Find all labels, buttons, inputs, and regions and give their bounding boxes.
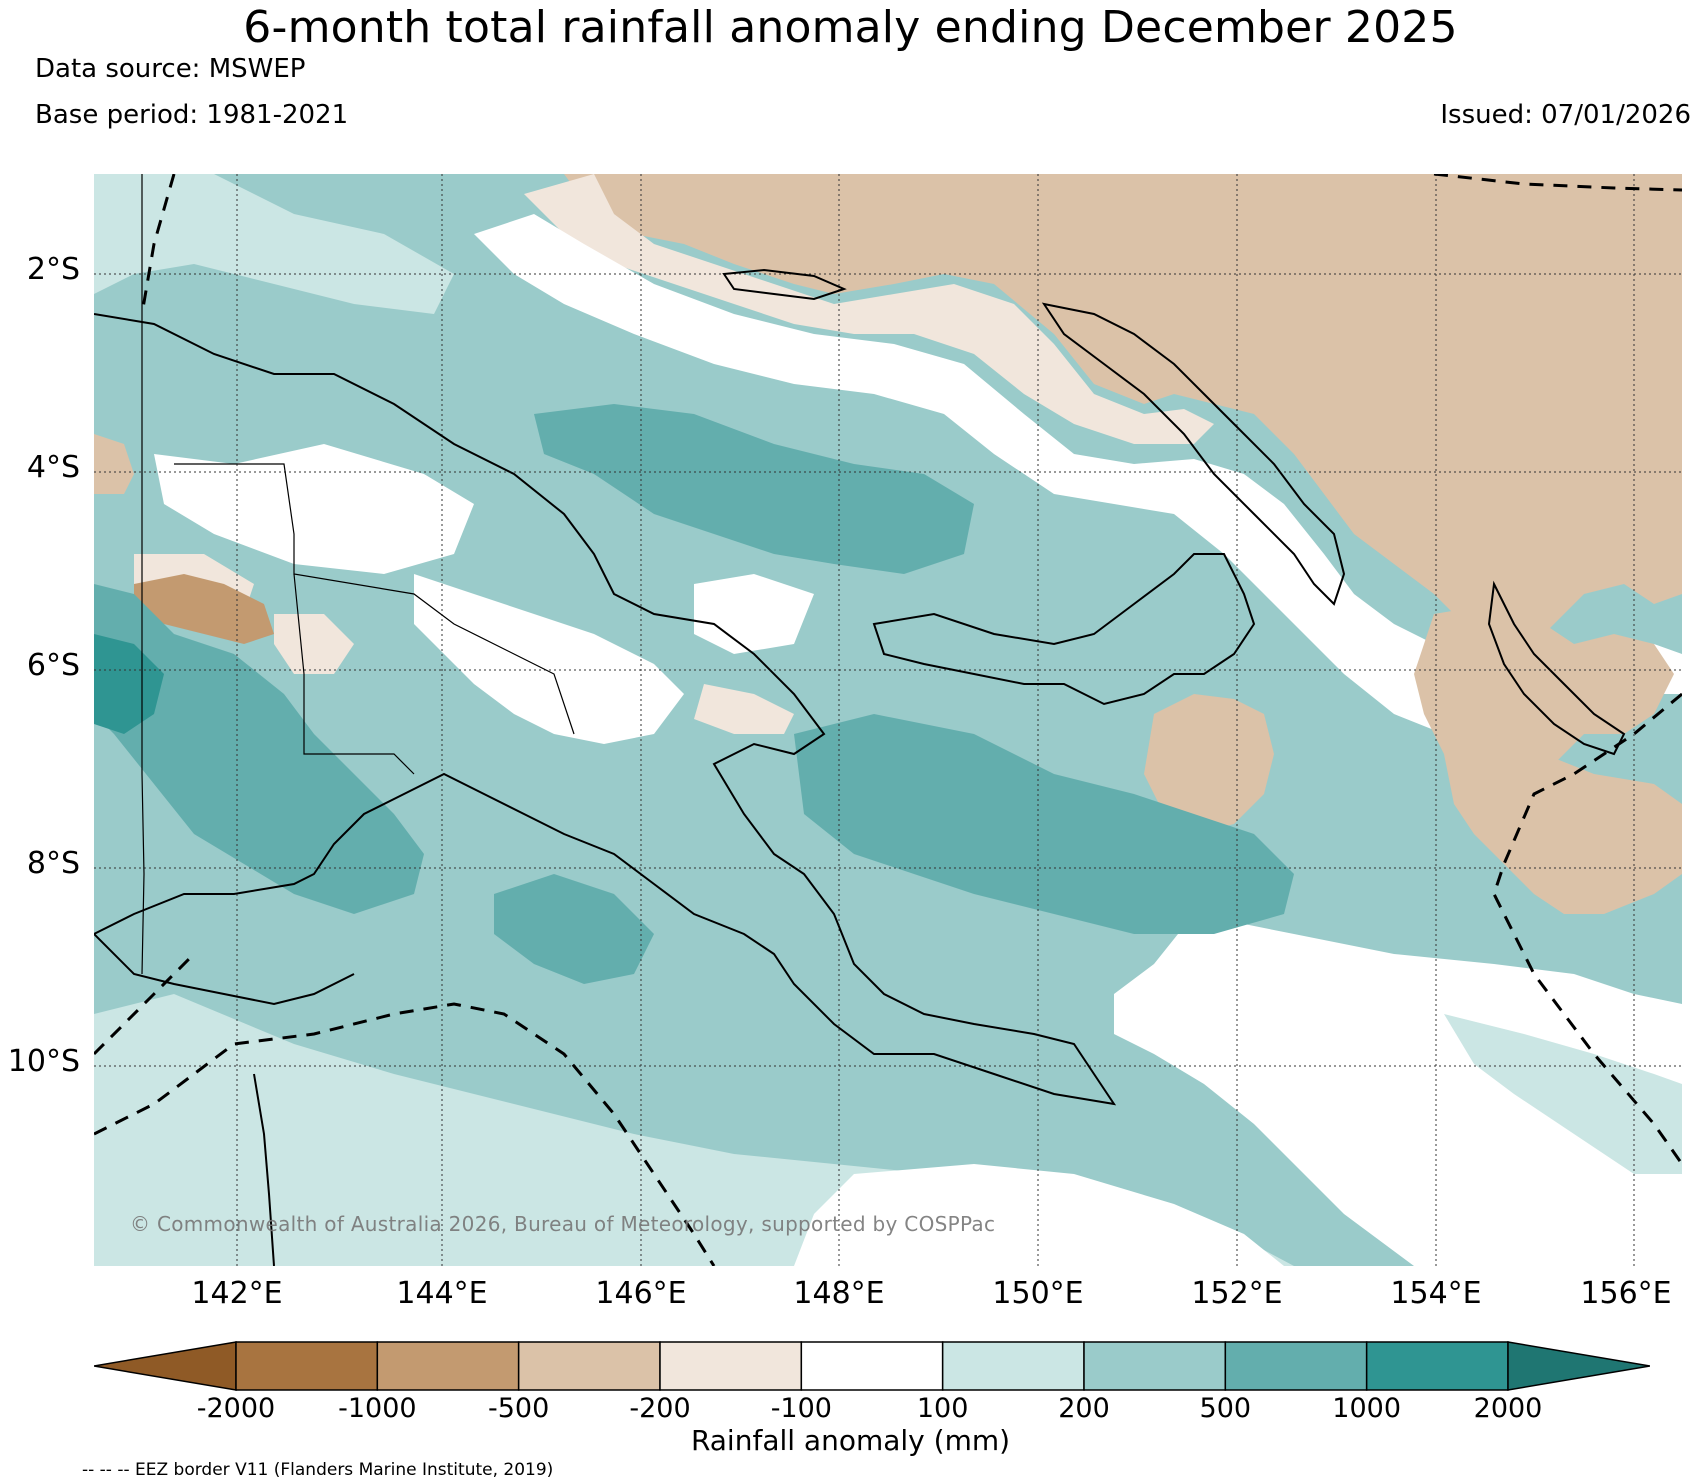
colorbar-segment <box>376 1341 520 1391</box>
colorbar-tick-label: -2000 <box>196 1393 276 1424</box>
coastline-torres-strait <box>94 933 355 1006</box>
neutral-south-east <box>1114 914 1682 1266</box>
colorbar-tick-label: 500 <box>1199 1393 1252 1424</box>
wet-core-south <box>494 874 654 984</box>
lat-label-10s: 10°S <box>7 1044 80 1079</box>
dry-region-new-britain <box>1144 694 1274 834</box>
colorbar <box>94 1341 1650 1391</box>
page-title: 6-month total rainfall anomaly ending De… <box>243 2 1458 53</box>
border-lines <box>141 174 575 975</box>
coastlines <box>94 268 1626 1266</box>
lat-label-4s: 4°S <box>26 450 80 485</box>
colorbar-tick-label: 1000 <box>1332 1393 1402 1424</box>
dry-patch-west <box>94 434 134 494</box>
copyright-notice: © Commonwealth of Australia 2026, Bureau… <box>130 1212 996 1236</box>
coastline-cape-york <box>253 1073 275 1266</box>
lon-label-154e: 154°E <box>1390 1276 1482 1311</box>
colorbar-tick-label: -100 <box>770 1393 832 1424</box>
coastline-new-guinea <box>94 313 1117 1106</box>
rainfall-anomaly-map <box>94 174 1682 1266</box>
lon-label-150e: 150°E <box>992 1276 1084 1311</box>
colorbar-arrow-low <box>94 1341 237 1391</box>
dry-patch-central <box>694 684 794 734</box>
lon-label-142e: 142°E <box>191 1276 283 1311</box>
colorbar-tick-label: 2000 <box>1473 1393 1543 1424</box>
border-png-indonesia <box>141 174 145 975</box>
eez-border-east <box>1492 692 1682 1165</box>
neutral-central <box>414 574 684 744</box>
eez-note: -- -- -- EEZ border V11 (Flanders Marine… <box>82 1460 554 1480</box>
lat-label-2s: 2°S <box>26 252 80 287</box>
dry-patch-highlands-2 <box>274 614 354 674</box>
coastline-new-britain <box>872 553 1256 706</box>
colorbar-tick-label: -500 <box>488 1393 550 1424</box>
lon-label-144e: 144°E <box>396 1276 488 1311</box>
colorbar-segment <box>941 1341 1085 1391</box>
eez-borders <box>94 174 1682 1266</box>
colorbar-segment <box>1224 1341 1368 1391</box>
eez-border-south <box>94 1002 716 1266</box>
lon-label-148e: 148°E <box>793 1276 885 1311</box>
colorbar-segment <box>800 1341 944 1391</box>
wet-core-south-west <box>94 584 424 914</box>
wet-peak-south-west <box>94 634 164 734</box>
base-period-label: Base period: 1981-2021 <box>35 100 349 130</box>
wet-fringe-south-east <box>1444 1014 1682 1174</box>
graticule <box>94 174 1682 1266</box>
issued-date-label: Issued: 07/01/2026 <box>1440 100 1691 130</box>
data-source-label: Data source: MSWEP <box>35 54 306 84</box>
coastline-manus <box>722 268 847 301</box>
dry-patch-highlands <box>134 574 274 644</box>
wet-core-east <box>794 714 1294 934</box>
colorbar-segment <box>235 1341 379 1391</box>
colorbar-tick-label: -200 <box>629 1393 691 1424</box>
lon-label-152e: 152°E <box>1191 1276 1283 1311</box>
coastline-new-ireland <box>1041 302 1346 606</box>
dry-region-east-islands <box>1414 604 1674 784</box>
colorbar-segment <box>1083 1341 1227 1391</box>
dry-region-north-east <box>564 174 1682 674</box>
colorbar-title: Rainfall anomaly (mm) <box>690 1424 1011 1457</box>
colorbar-segment <box>659 1341 803 1391</box>
colorbar-tick-label: 200 <box>1058 1393 1110 1424</box>
neutral-south-coast <box>794 1164 1284 1266</box>
colorbar-tick-label: -1000 <box>338 1393 417 1424</box>
dry-fringe-north <box>524 174 1214 444</box>
eez-border-west <box>140 174 176 315</box>
colorbar-arrow-high <box>1507 1341 1650 1391</box>
lat-label-8s: 8°S <box>26 846 80 881</box>
neutral-band-north <box>474 214 1682 754</box>
coastline-bougainville <box>1487 580 1626 756</box>
wet-fringe-west <box>94 174 454 314</box>
colorbar-segment <box>1365 1341 1509 1391</box>
dry-region-bougainville <box>1444 734 1682 914</box>
neutral-central-2 <box>694 574 814 654</box>
lon-label-156e: 156°E <box>1580 1276 1672 1311</box>
eez-border-south-west <box>94 952 196 1056</box>
wet-core-north-coast <box>534 404 974 574</box>
colorbar-tick-label: 100 <box>916 1393 969 1424</box>
colorbar-segment <box>517 1341 661 1391</box>
lat-label-6s: 6°S <box>26 648 80 683</box>
lon-label-146e: 146°E <box>595 1276 687 1311</box>
neutral-highlands-west <box>154 444 474 574</box>
